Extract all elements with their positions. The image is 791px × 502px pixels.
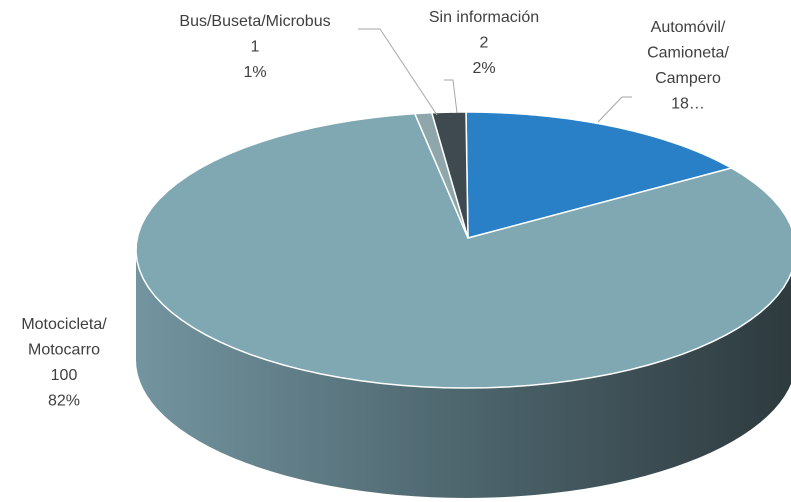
category-label: Sin información	[429, 9, 539, 26]
category-label: Automóvil/	[651, 19, 726, 36]
value-label: 18…	[671, 96, 705, 113]
pie-side	[136, 250, 791, 498]
pie-slice	[465, 111, 734, 239]
percent-label: 82%	[48, 393, 80, 410]
value-label: 2	[480, 35, 489, 52]
value-label: 1	[251, 39, 260, 56]
leader-line	[358, 28, 438, 116]
percent-label: 2%	[472, 60, 495, 77]
category-label: Campero	[655, 70, 721, 87]
leader-line	[444, 79, 458, 114]
category-label: Motocicleta/	[21, 316, 107, 333]
category-label: Bus/Buseta/Microbus	[179, 13, 330, 30]
pie-slice	[413, 111, 469, 239]
labels: Automóvil/Camioneta/Campero 18… Motociclet…	[21, 9, 729, 410]
pie-slice	[135, 112, 791, 389]
pie-sides	[136, 250, 791, 498]
value-label: 100	[51, 367, 78, 384]
category-label: Motocarro	[28, 342, 100, 359]
pie-slice	[430, 111, 469, 239]
leader-line	[597, 96, 632, 123]
percent-label: 1%	[243, 64, 266, 81]
category-label: Camioneta/	[647, 45, 729, 62]
pie-tops	[135, 111, 791, 389]
